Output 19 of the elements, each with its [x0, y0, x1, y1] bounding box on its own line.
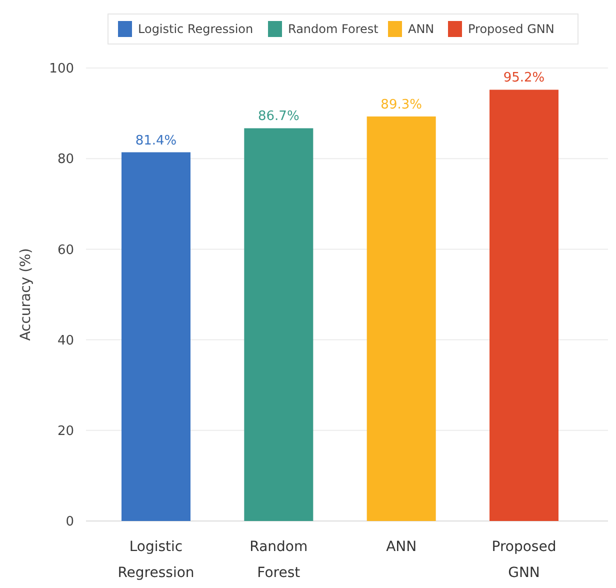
legend-label: Logistic Regression [138, 22, 254, 36]
y-tick-label: 40 [57, 333, 74, 348]
x-tick-label: Random Forest [250, 539, 308, 581]
y-tick-label: 20 [57, 424, 74, 439]
x-tick-label: Proposed GNN [492, 539, 556, 581]
y-tick-label: 100 [49, 62, 74, 77]
data-label: 86.7% [258, 109, 300, 124]
legend-label: ANN [408, 22, 434, 36]
y-tick-label: 60 [57, 242, 74, 258]
data-label: 89.3% [380, 97, 422, 112]
y-tick-label: 80 [57, 152, 74, 168]
legend-label: Random Forest [288, 22, 379, 36]
y-axis-title: Accuracy (%) [18, 248, 34, 341]
data-label: 81.4% [135, 133, 177, 148]
y-tick-label: 0 [66, 514, 74, 530]
legend-label: Proposed GNN [468, 22, 554, 36]
x-tick-label: ANN [386, 539, 417, 555]
x-tick-label: Logistic Regression [118, 539, 194, 581]
data-label: 95.2% [503, 70, 545, 86]
